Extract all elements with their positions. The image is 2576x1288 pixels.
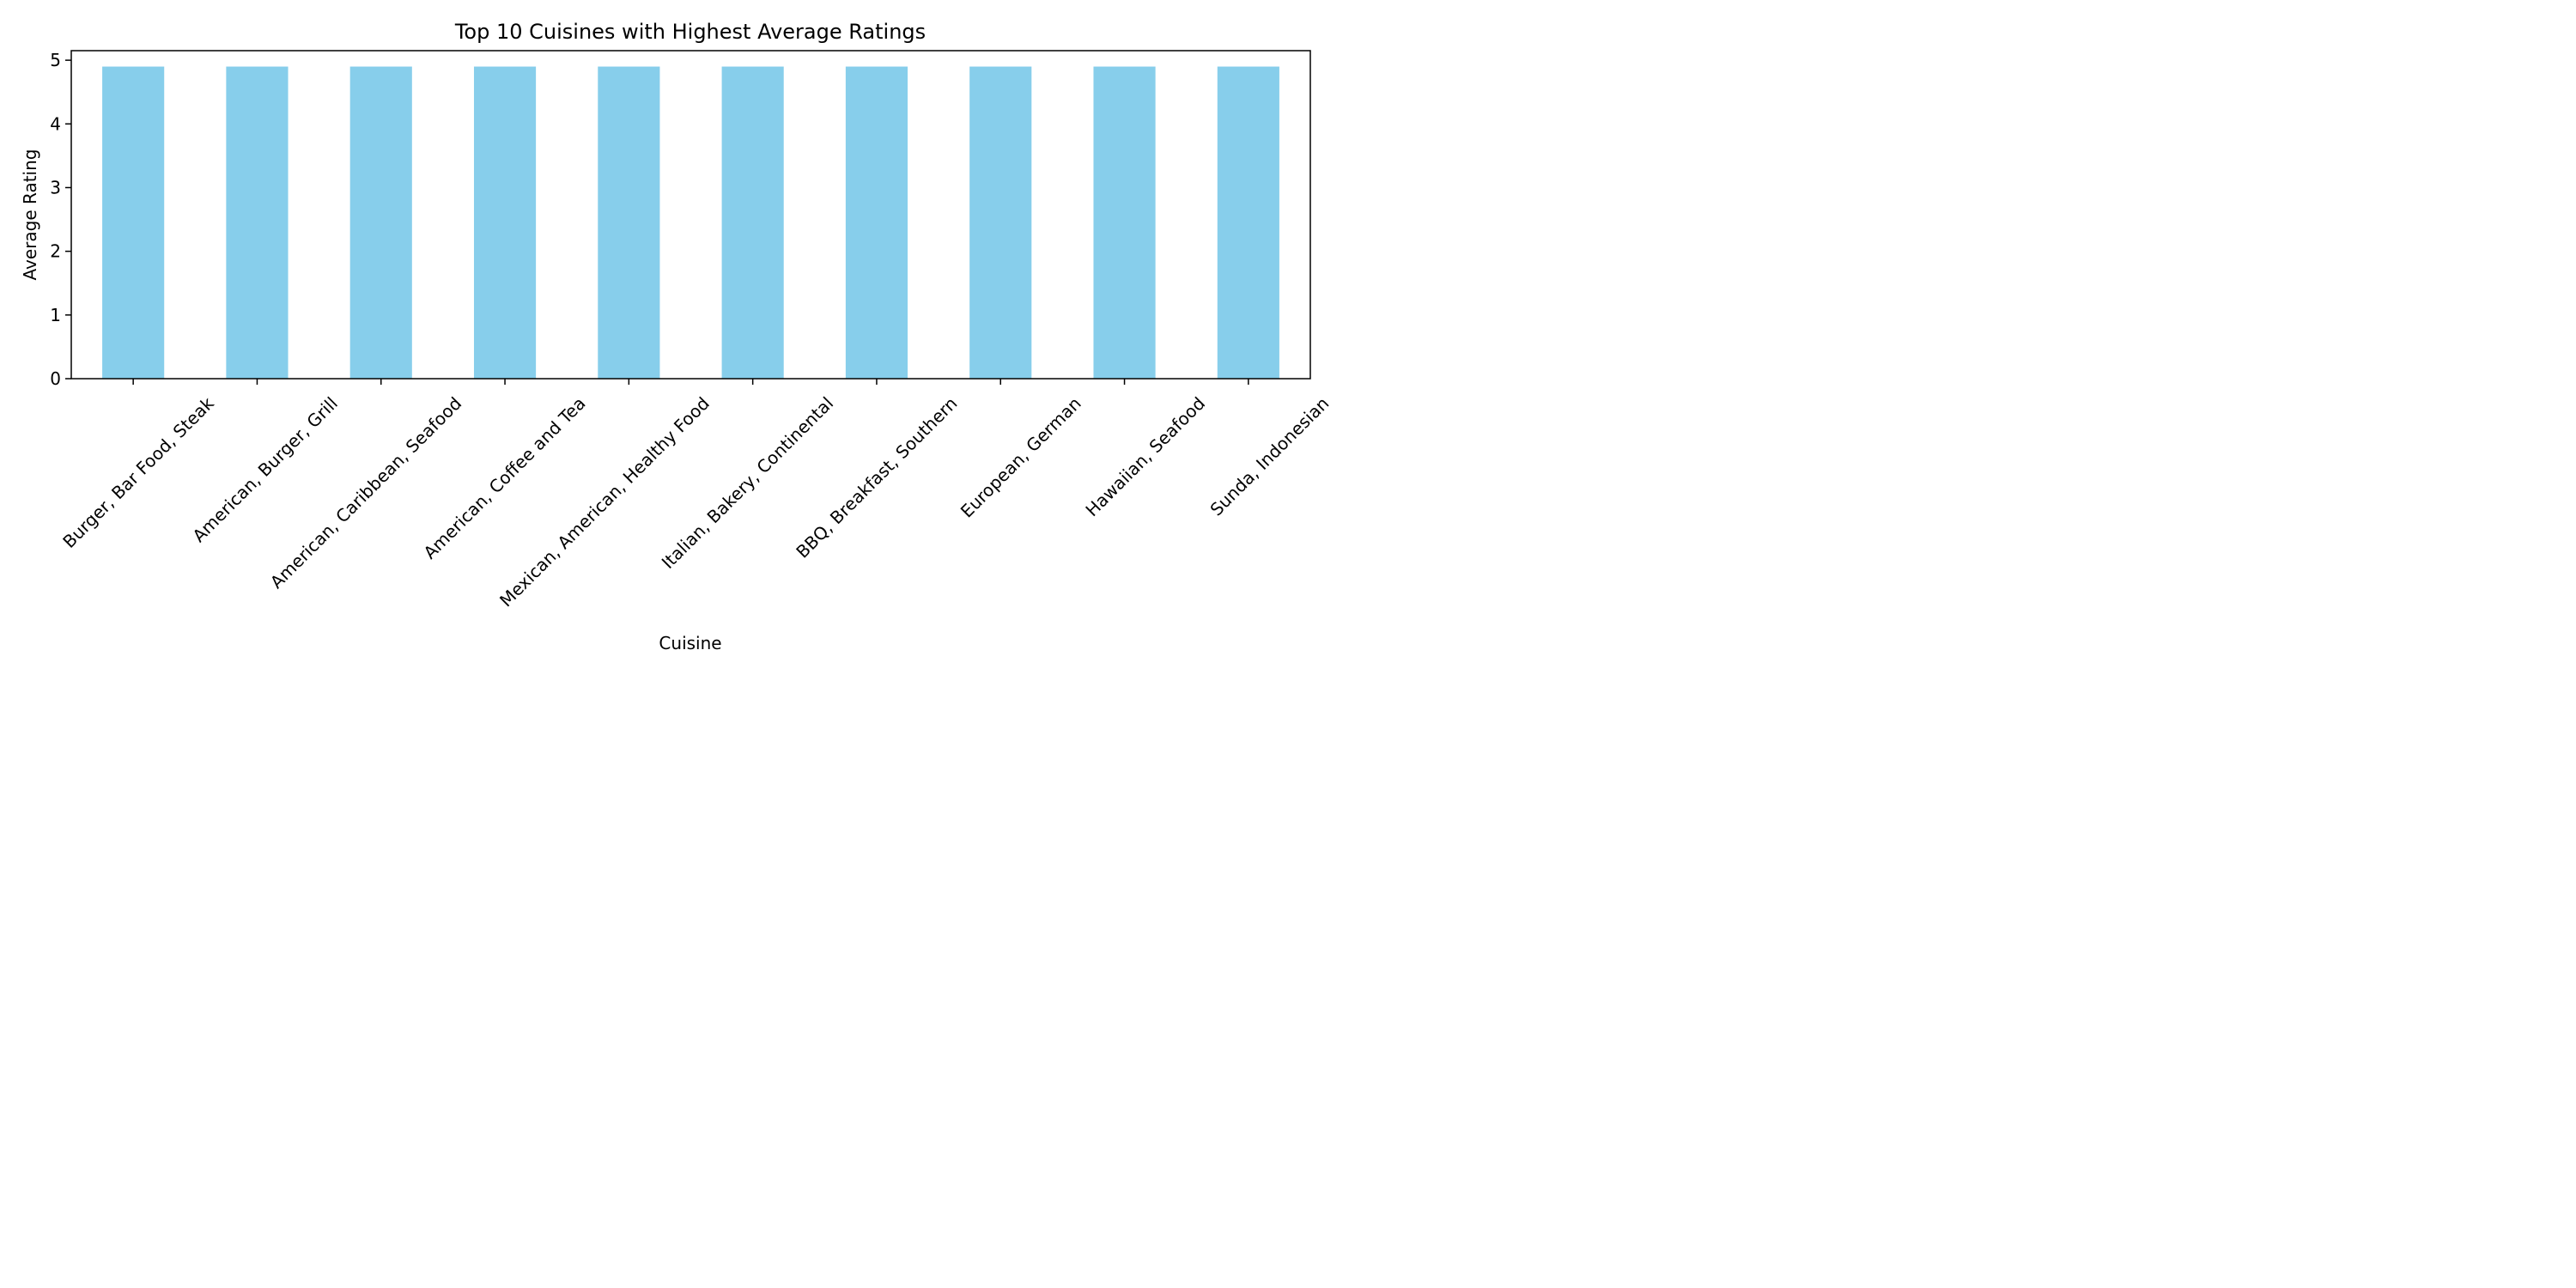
x-tick-label: Mexican, American, Healthy Food [495,393,714,611]
y-tick-label: 0 [50,368,61,389]
bar-chart: Top 10 Cuisines with Highest Average Rat… [20,20,1331,653]
bar [845,66,908,379]
bars-group [102,66,1279,379]
bar [1217,66,1279,379]
y-tick-label: 3 [50,177,61,197]
y-tick-label: 2 [50,241,61,262]
chart-title: Top 10 Cuisines with Highest Average Rat… [454,20,926,44]
x-tick-label: Sunda, Indonesian [1206,393,1331,520]
y-tick-label: 4 [50,113,61,134]
x-tick-label: American, Caribbean, Seafood [266,393,465,592]
plot-frame [70,50,1311,380]
y-axis-label: Average Rating [20,149,40,281]
bar [598,66,660,379]
y-tick-label: 1 [50,305,61,325]
y-axis: 0 1 2 3 4 5 [50,50,71,389]
y-tick-label: 5 [50,50,61,70]
bar [226,66,289,379]
bar [969,66,1032,379]
x-axis-label: Cuisine [659,633,721,653]
x-tick-label: European, German [957,393,1085,522]
x-tick-label: Hawaiian, Seafood [1081,393,1209,521]
x-tick-label: American, Burger, Grill [188,393,342,547]
bar [102,66,165,379]
bar [473,66,537,379]
bar [349,66,412,379]
bar [721,66,784,379]
bar [1093,66,1156,379]
